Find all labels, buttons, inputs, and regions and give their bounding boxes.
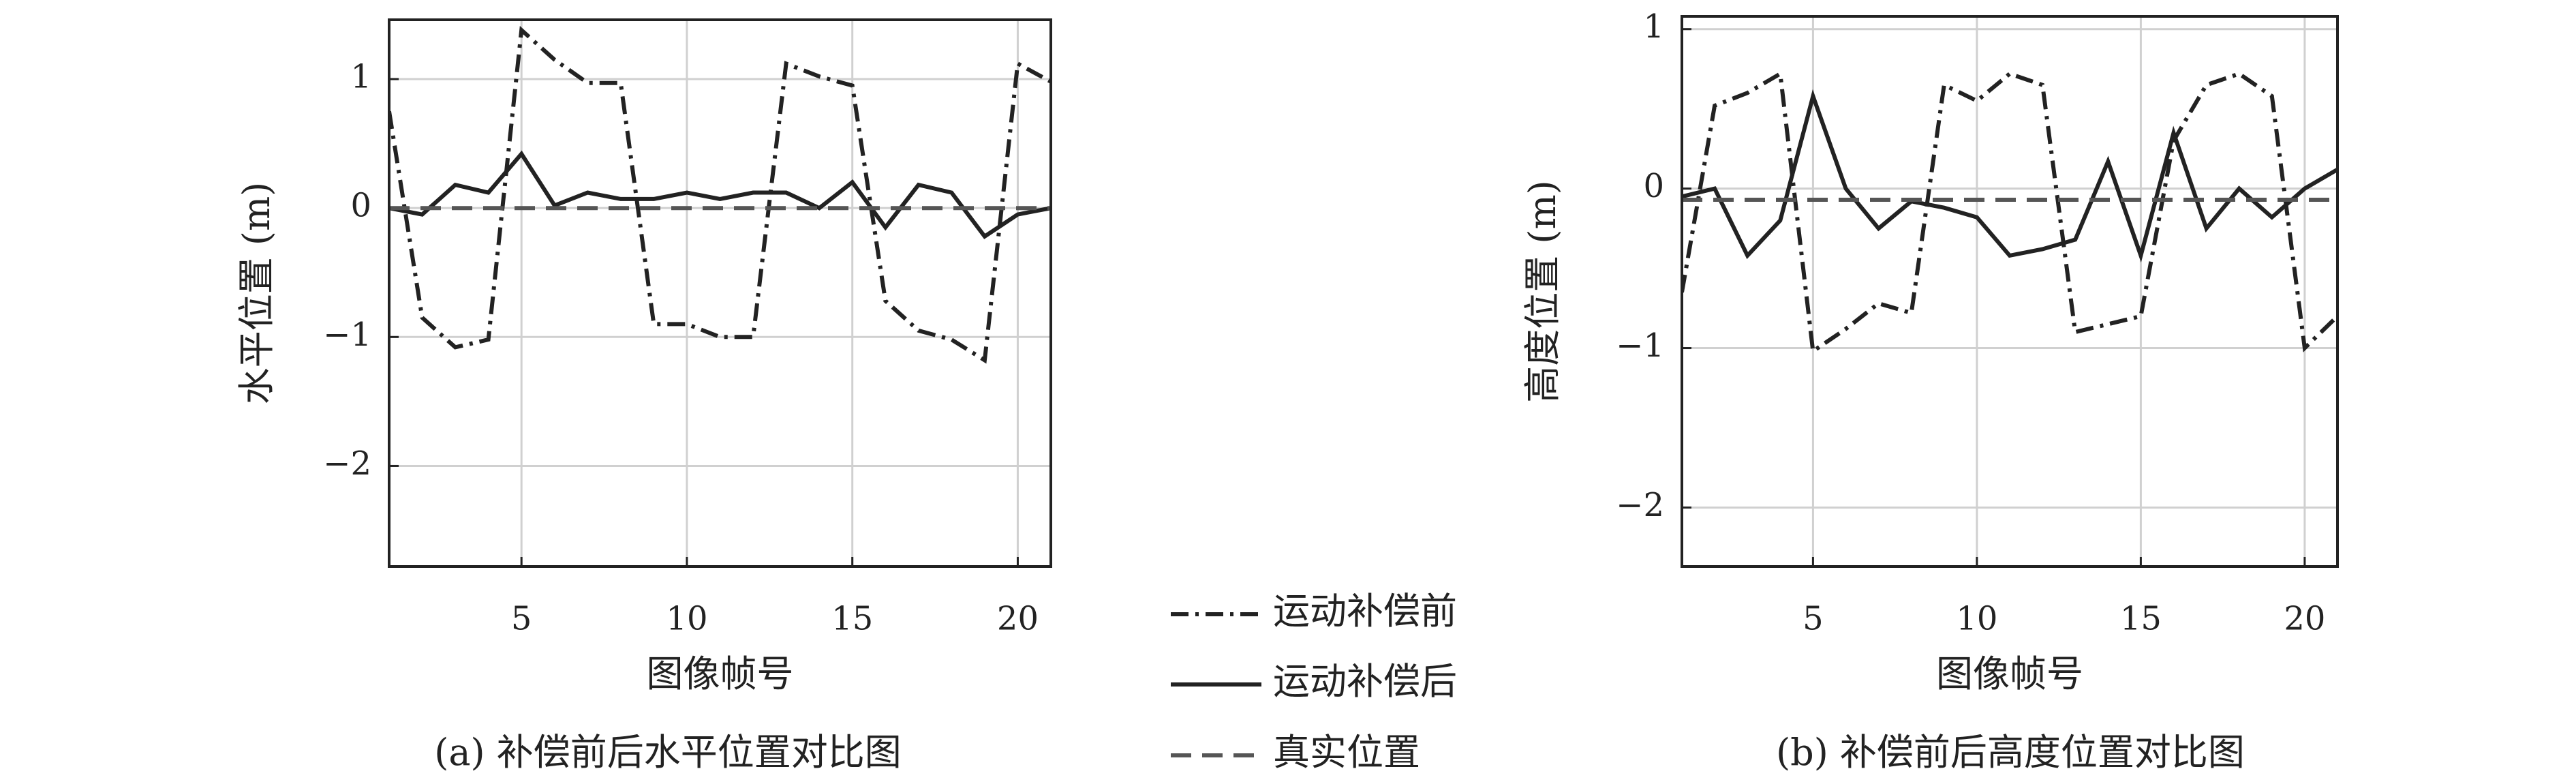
x-tick-label: 20 [2284,600,2325,638]
x-tick-label: 5 [1803,600,1824,638]
y-tick-label: −2 [323,444,371,483]
y-tick-label: −1 [1616,327,1664,365]
y-axis-label: 水平位置 (m) [235,182,278,405]
caption: (a) 补偿前后水平位置对比图 [434,731,902,774]
x-tick-label: 10 [1956,600,1997,638]
x-tick-label: 15 [2120,600,2162,638]
caption: (b) 补偿前后高度位置对比图 [1776,731,2245,774]
x-tick-label: 20 [997,600,1039,638]
x-tick-label: 10 [666,600,707,638]
x-tick-label: 15 [831,600,873,638]
plot-frame [1681,15,2339,568]
series-line [389,25,1051,364]
y-tick-label: 1 [1643,7,1664,46]
y-axis-label: 高度位置 (m) [1521,180,1564,403]
x-axis-label: 图像帧号 [1936,652,2083,695]
y-tick-label: −2 [1616,486,1664,524]
x-tick-label: 5 [511,600,532,638]
legend-label: 真实位置 [1273,731,1420,774]
series-line [1682,70,2337,355]
y-tick-label: −1 [323,316,371,354]
y-tick-label: 0 [350,187,371,225]
series-line [389,150,1051,239]
legend-label: 运动补偿前 [1273,590,1457,633]
legend-label: 运动补偿后 [1273,660,1457,703]
y-tick-label: 1 [350,58,371,96]
series-line [1682,89,2337,263]
plot-frame [388,18,1052,568]
x-axis-label: 图像帧号 [647,652,794,695]
y-tick-label: 0 [1643,167,1664,205]
